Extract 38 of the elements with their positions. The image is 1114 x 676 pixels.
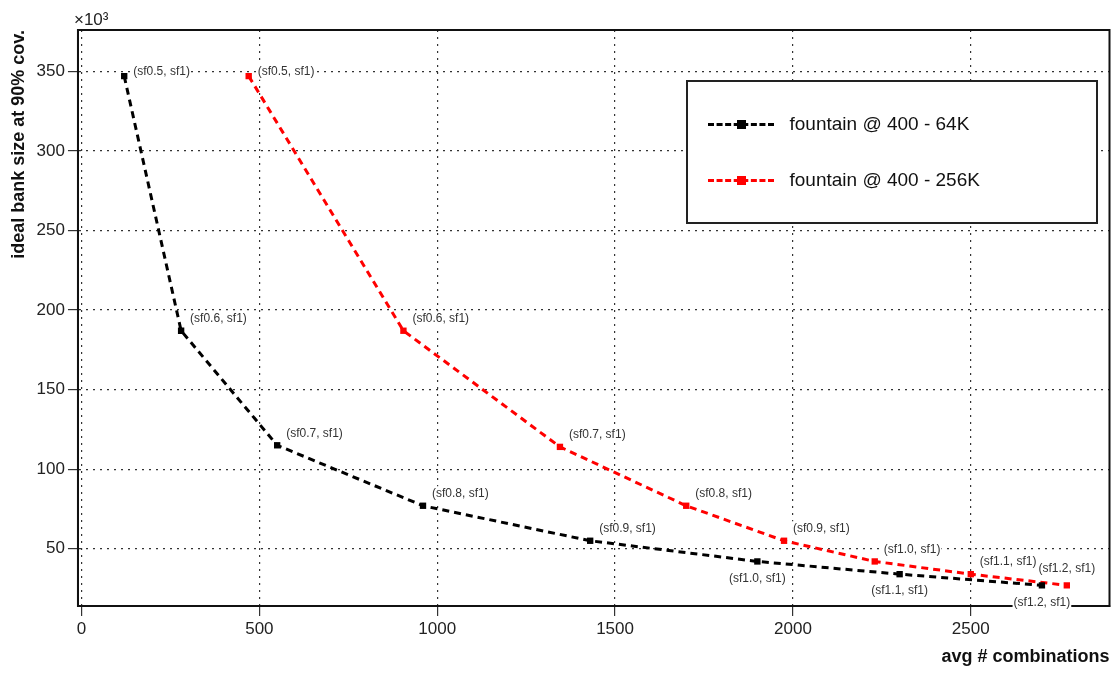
annotation: (sf1.2, sf1) [1013, 594, 1071, 609]
y-axis-title: ideal bank size at 90% cov. [7, 30, 28, 259]
legend-label: fountain @ 400 - 256K [789, 169, 980, 191]
annotation: (sf1.2, sf1) [1038, 560, 1096, 575]
legend-label: fountain @ 400 - 64K [789, 113, 970, 135]
text: ×10³ [73, 10, 109, 30]
annotation: (sf0.8, sf1) [431, 486, 489, 501]
annotation: (sf0.5, sf1) [257, 64, 315, 79]
x-tick-label: 1000 [418, 618, 457, 638]
annotation: (sf1.0, sf1) [729, 570, 786, 585]
y-tick-label: 50 [46, 538, 65, 558]
annotation: (sf0.5, sf1) [133, 64, 190, 79]
y-tick-label: 150 [36, 379, 65, 399]
annotation: (sf0.6, sf1) [190, 311, 247, 326]
y-tick-label: 100 [36, 458, 65, 478]
x-tick-label: 2000 [774, 618, 812, 638]
annotation: (sf1.0, sf1) [883, 541, 941, 556]
y-tick-label: 250 [36, 220, 65, 240]
annotation: (sf1.1, sf1) [979, 554, 1037, 569]
x-tick-label: 1500 [596, 618, 634, 638]
point [754, 558, 761, 565]
annotation: (sf1.1, sf1) [871, 583, 928, 598]
point [871, 558, 878, 565]
y-tick-label: 350 [36, 61, 65, 81]
x-tick-label: 0 [76, 618, 87, 638]
annotation: (sf0.9, sf1) [599, 521, 656, 536]
annotation: (sf0.9, sf1) [793, 521, 850, 536]
y-tick-label: 200 [36, 299, 65, 319]
x-axis-title: avg # combinations [941, 646, 1110, 667]
annotation: (sf0.7, sf1) [568, 427, 626, 442]
annotation: (sf0.8, sf1) [695, 486, 752, 501]
point [896, 571, 903, 578]
annotation: (sf0.6, sf1) [412, 311, 470, 326]
x-tick-label: 2500 [951, 618, 990, 638]
x-tick-label: 500 [245, 618, 274, 638]
point [400, 327, 407, 334]
annotation: (sf0.7, sf1) [286, 425, 343, 440]
y-tick-label: 300 [36, 140, 65, 160]
